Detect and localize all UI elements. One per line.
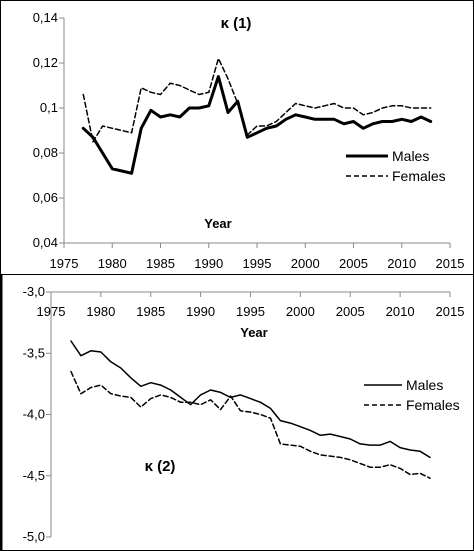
x-tick-label: 2015 <box>436 304 465 319</box>
x-tick-label: 1985 <box>146 256 175 271</box>
y-tick-label: -4,5 <box>23 468 45 483</box>
x-tick-label: 1975 <box>37 304 66 319</box>
series-line-males <box>81 75 433 175</box>
legend-1-males-label: Males <box>392 148 429 164</box>
x-tick-label: 2000 <box>286 304 315 319</box>
chart-kappa-2: 1975 1980 1985 1990 1995 2000 2005 2010 2015 -3,0… <box>0 274 474 551</box>
x-tick-label: 1980 <box>86 304 115 319</box>
y-tick-label: 0,08 <box>33 145 58 160</box>
x-tick-label: 2010 <box>386 304 415 319</box>
y-tick-label: -5,0 <box>23 529 45 544</box>
chart-2-series <box>70 340 431 479</box>
chart-2-title: κ (2) <box>145 458 176 475</box>
chart-2-ticks: 1975 1980 1985 1990 1995 2000 2005 2010 2015 -3,0… <box>23 284 465 544</box>
x-tick-label: 2010 <box>387 256 416 271</box>
y-tick-label: 0,12 <box>33 55 58 70</box>
series-line-females <box>82 57 432 143</box>
x-tick-label: 1985 <box>136 304 165 319</box>
series-line-males <box>70 340 431 459</box>
y-tick-label: -4,0 <box>23 407 45 422</box>
x-tick-label: 1990 <box>194 256 223 271</box>
x-tick-label: 1990 <box>186 304 215 319</box>
x-tick-label: 2000 <box>291 256 320 271</box>
x-tick-label: 2005 <box>336 304 365 319</box>
y-tick-label: 0,04 <box>33 235 58 250</box>
y-tick-label: 0,14 <box>33 10 58 25</box>
chart-1-series <box>81 57 433 175</box>
legend-1-females-label: Females <box>392 168 446 184</box>
x-tick-label: 1995 <box>236 304 265 319</box>
x-tick-label: 1975 <box>50 256 79 271</box>
x-tick-label: 1980 <box>98 256 127 271</box>
chart-kappa-1: 1975 1980 1985 1990 1995 2000 2005 2010 2015 0,04… <box>0 0 474 275</box>
y-tick-label: -3,0 <box>23 284 45 299</box>
chart-1-title: κ (1) <box>221 15 252 32</box>
x-tick-label: 2015 <box>436 256 465 271</box>
chart-2-x-axis-title: Year <box>240 325 267 340</box>
series-line-females <box>70 370 431 479</box>
x-tick-label: 1995 <box>243 256 272 271</box>
y-tick-label: -3,5 <box>23 345 45 360</box>
chart-1-ticks: 1975 1980 1985 1990 1995 2000 2005 2010 2015 0,04… <box>33 10 465 271</box>
x-tick-label: 2005 <box>339 256 368 271</box>
legend-2-females-label: Females <box>406 397 460 413</box>
chart-1-x-axis-title: Year <box>204 216 231 231</box>
legend-2-males-label: Males <box>406 377 443 393</box>
chart-2-legend: Males Females <box>364 377 460 413</box>
chart-1-legend: Males Females <box>346 148 446 184</box>
y-tick-label: 0,1 <box>40 100 58 115</box>
y-tick-label: 0,06 <box>33 190 58 205</box>
